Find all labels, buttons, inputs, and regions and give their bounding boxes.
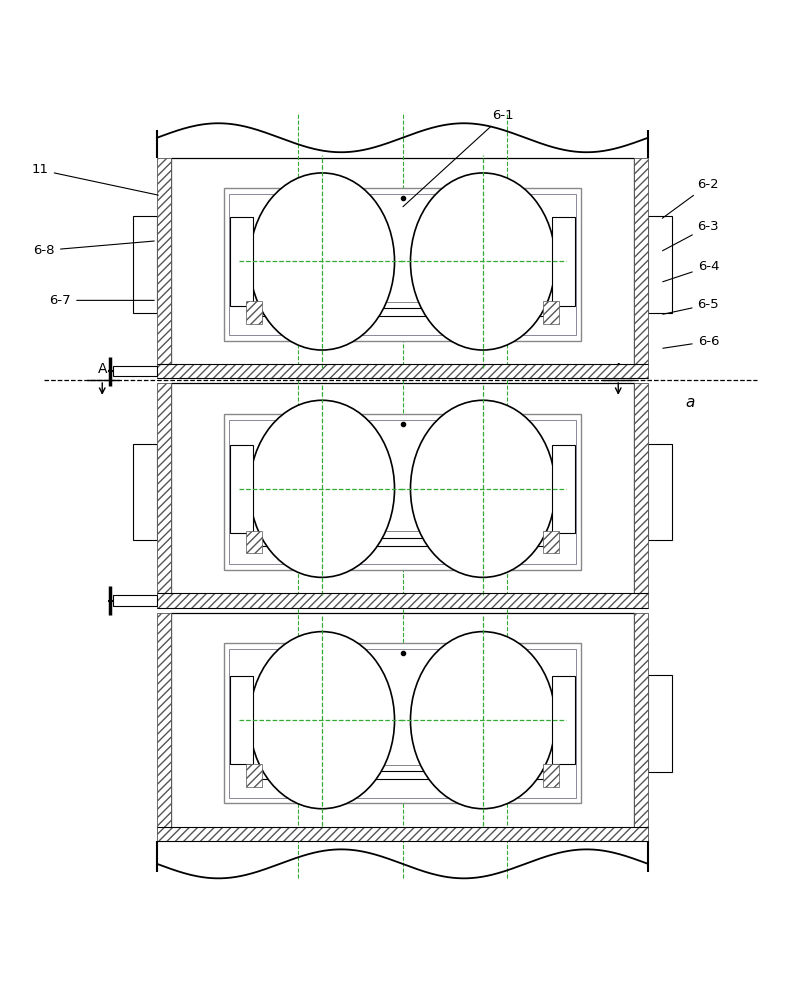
Bar <box>230 445 253 533</box>
Bar <box>133 216 157 313</box>
Text: 6-5: 6-5 <box>663 298 719 314</box>
Text: 6-3: 6-3 <box>663 220 719 251</box>
Bar <box>157 593 648 608</box>
Bar <box>171 613 634 834</box>
Ellipse shape <box>250 632 394 809</box>
Bar <box>157 827 648 841</box>
Bar <box>171 383 634 601</box>
Bar <box>229 420 576 564</box>
Text: 6-7: 6-7 <box>50 294 155 307</box>
Bar <box>552 217 575 306</box>
Bar <box>260 308 545 316</box>
Bar <box>229 649 576 798</box>
Bar <box>229 194 576 335</box>
Bar <box>543 764 559 787</box>
Bar <box>157 158 171 371</box>
Bar <box>230 676 253 764</box>
Bar <box>157 613 171 834</box>
Bar <box>133 444 157 540</box>
Bar <box>552 445 575 533</box>
Bar <box>648 444 672 540</box>
Bar <box>634 158 648 371</box>
Bar <box>648 675 672 772</box>
Ellipse shape <box>411 632 555 809</box>
Bar <box>260 538 545 546</box>
Bar <box>648 216 672 313</box>
Text: 6-2: 6-2 <box>663 178 719 218</box>
Bar <box>246 301 262 324</box>
Bar <box>552 676 575 764</box>
Bar <box>113 366 157 376</box>
Ellipse shape <box>411 400 555 577</box>
Bar <box>543 301 559 324</box>
Text: A: A <box>613 362 623 376</box>
Bar <box>634 383 648 601</box>
Text: 6-1: 6-1 <box>403 109 514 207</box>
Bar <box>113 595 157 606</box>
Ellipse shape <box>411 173 555 350</box>
Text: 6-8: 6-8 <box>34 241 155 257</box>
Bar <box>246 531 262 553</box>
Bar <box>224 188 581 341</box>
Bar <box>634 613 648 834</box>
Ellipse shape <box>250 400 394 577</box>
Bar <box>543 531 559 553</box>
Bar <box>246 764 262 787</box>
Bar <box>260 771 545 779</box>
Bar <box>224 643 581 803</box>
Text: A: A <box>97 362 107 376</box>
Text: 11: 11 <box>31 163 159 195</box>
Bar <box>171 158 634 371</box>
Text: 6-4: 6-4 <box>663 260 719 282</box>
Bar <box>224 414 581 570</box>
Bar <box>230 217 253 306</box>
Text: 6-6: 6-6 <box>663 335 719 348</box>
Ellipse shape <box>250 173 394 350</box>
Bar <box>157 383 171 601</box>
Text: a: a <box>686 395 696 410</box>
Bar <box>157 364 648 378</box>
